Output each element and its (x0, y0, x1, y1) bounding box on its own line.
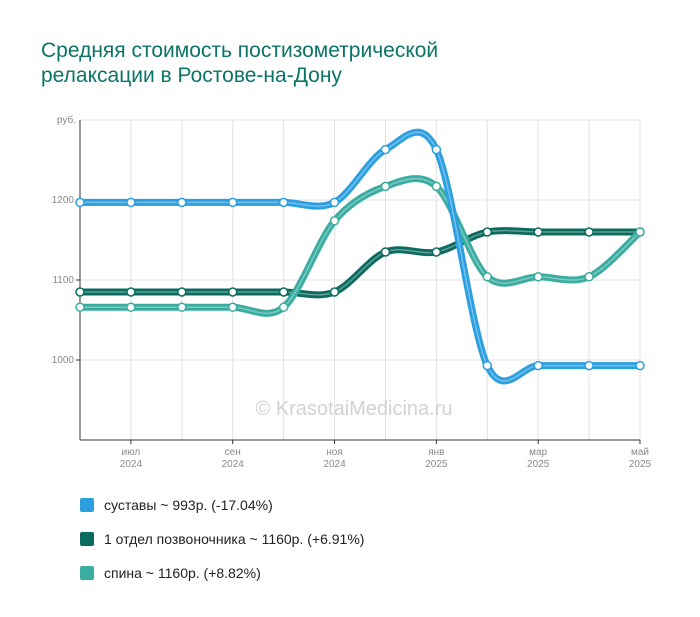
legend-swatch-back (80, 566, 94, 580)
legend-swatch-spine-section (80, 532, 94, 546)
x-tick-label-year: 2024 (120, 459, 143, 470)
chart-title-line-1: Средняя стоимость постизометрической (41, 39, 439, 62)
data-point-back (482, 272, 493, 282)
data-point-spine-section (177, 287, 187, 297)
legend: суставы ~ 993р. (-17.04%) 1 отдел позвон… (80, 488, 364, 590)
x-tick-label-month: ноя (326, 447, 343, 458)
x-tick-label-month: май (631, 447, 649, 458)
x-tick-label-month: мар (529, 447, 547, 458)
data-point-joints (75, 197, 85, 208)
data-point-back (584, 272, 594, 282)
data-point-back (431, 181, 442, 192)
legend-item-joints[interactable]: суставы ~ 993р. (-17.04%) (80, 488, 364, 522)
data-point-joints (380, 144, 391, 155)
chart-title-line-2: релаксации в Ростове-на-Дону (41, 64, 342, 87)
x-tick-label-year: 2025 (425, 459, 448, 470)
data-point-spine-section (227, 287, 238, 297)
data-point-back (227, 302, 238, 312)
y-tick-label: 1100 (52, 275, 74, 286)
y-tick-label: 1000 (52, 355, 75, 366)
legend-label-spine-section: 1 отдел позвоночника ~ 1160р. (+6.91%) (104, 531, 365, 547)
legend-label-back: спина ~ 1160р. (+8.82%) (104, 565, 261, 581)
series-line-highlight-spine-section (80, 229, 640, 296)
legend-item-spine-section[interactable]: 1 отдел позвоночника ~ 1160р. (+6.91%) (80, 522, 364, 556)
data-point-spine-section (584, 227, 594, 237)
data-point-spine-section (482, 227, 493, 237)
chart-title: Средняя стоимость постизометрической рел… (41, 38, 641, 88)
x-tick-label-year: 2024 (222, 459, 245, 470)
data-point-back (635, 227, 645, 237)
data-point-back (278, 302, 289, 312)
data-point-spine-section (533, 227, 543, 237)
data-point-joints (431, 144, 442, 155)
data-point-spine-section (278, 287, 289, 297)
data-point-joints (584, 360, 594, 371)
data-point-spine-section (329, 287, 340, 297)
data-point-back (75, 302, 85, 312)
data-point-back (380, 181, 391, 192)
series-lines (76, 128, 644, 385)
y-axis-unit-label: руб. (57, 114, 76, 126)
data-point-joints (278, 197, 289, 208)
series-points (75, 144, 645, 371)
x-tick-label-month: июл (122, 447, 141, 458)
data-point-back (126, 302, 136, 312)
series-line-highlight-joints (79, 131, 640, 382)
x-tick-label-year: 2025 (527, 459, 550, 470)
data-point-spine-section (126, 287, 136, 297)
legend-swatch-joints (80, 498, 94, 512)
data-point-joints (482, 360, 493, 371)
data-point-joints (177, 197, 187, 208)
watermark: © KrasotaiMedicina.ru (255, 398, 452, 420)
x-tick-label-year: 2024 (323, 459, 346, 470)
data-point-back (177, 302, 187, 312)
legend-label-joints: суставы ~ 993р. (-17.04%) (104, 497, 273, 513)
data-point-joints (126, 197, 136, 208)
data-point-back (329, 216, 340, 226)
x-tick-label-month: янв (428, 447, 444, 458)
x-tick-label-month: сен (225, 447, 241, 458)
legend-item-back[interactable]: спина ~ 1160р. (+8.82%) (80, 556, 364, 590)
data-point-spine-section (431, 247, 442, 257)
axes: руб.100011001200июл2024сен2024ноя2024янв… (52, 114, 652, 470)
x-tick-label-year: 2025 (629, 459, 652, 470)
data-point-spine-section (380, 247, 391, 257)
data-point-joints (635, 360, 645, 371)
series-line-spine-section (76, 227, 644, 299)
data-point-back (533, 272, 543, 282)
data-point-joints (227, 197, 238, 208)
data-point-spine-section (75, 287, 85, 297)
data-point-joints (533, 360, 543, 371)
series-line-joints (76, 128, 644, 385)
data-point-joints (329, 197, 340, 208)
y-tick-label: 1200 (52, 195, 75, 206)
